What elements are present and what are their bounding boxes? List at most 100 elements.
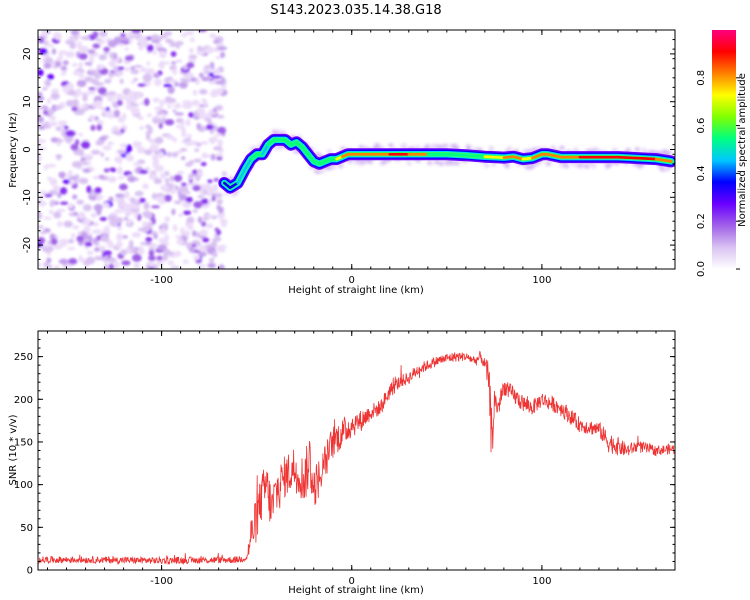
noise-blob [180,33,187,38]
noise-blob [157,244,167,251]
noise-blob [76,235,84,242]
noise-blob [85,256,95,265]
noise-blob [201,76,210,82]
noise-blob [125,153,132,161]
noise-blob [172,137,178,143]
noise-blob [209,257,215,263]
noise-blob [122,112,127,121]
noise-blob [42,40,50,45]
noise-blob [193,158,202,163]
noise-blob [50,88,60,93]
noise-blob [218,264,225,269]
noise-blob [122,37,130,42]
noise-blob [187,173,194,181]
noise-blob [76,41,82,50]
noise-blob [109,51,115,59]
noise-blob [115,209,122,213]
noise-blob [90,124,96,131]
noise-blob [82,94,88,102]
halo-blob [233,191,239,196]
noise-blob [107,94,115,102]
noise-blob [130,107,140,116]
noise-blob [126,144,133,153]
noise-blob [179,227,185,235]
noise-blob [195,232,201,238]
noise-blob [38,69,44,77]
ridge-core-segment [236,167,247,185]
noise-blob [95,241,100,247]
noise-blob [71,161,82,168]
noise-blob [49,178,58,186]
snr-ytick-label: 150 [14,437,33,448]
noise-blob [172,109,177,113]
noise-blob [153,178,163,185]
noise-blob [112,125,120,132]
noise-blob [207,118,212,125]
noise-blob [147,126,153,135]
noise-blob [53,265,60,269]
noise-blob [72,225,80,230]
noise-blob [48,121,58,127]
noise-blob [159,172,167,179]
noise-region [38,30,228,269]
noise-blob [188,47,194,54]
noise-blob [210,153,216,161]
spectrogram-xlabel: Height of straight line (km) [288,285,424,296]
noise-blob [99,30,108,38]
noise-blob [78,148,85,157]
noise-blob [38,190,48,195]
noise-blob [121,260,131,266]
noise-blob [217,139,223,147]
noise-blob [38,106,44,111]
noise-blob [197,171,204,176]
noise-blob [151,218,156,225]
noise-blob [145,237,153,242]
noise-blob [154,106,164,112]
noise-blob [56,208,66,213]
ridge-core-segment [445,152,468,157]
noise-blob [68,202,74,210]
noise-blob [90,212,98,218]
noise-blob [178,193,187,201]
noise-blob [78,53,88,60]
noise-blob [185,118,191,127]
noise-blob [211,196,216,202]
noise-blob [103,46,110,52]
noise-blob [198,113,207,120]
noise-blob [151,40,161,44]
noise-blob [124,55,134,62]
noise-blob [149,261,154,268]
spectrogram-heatmap [38,30,675,269]
noise-blob [48,209,54,215]
halo-blob [454,161,460,166]
noise-blob [167,97,177,104]
halo-blob [559,145,565,150]
halo-blob [367,159,373,164]
noise-blob [137,227,147,232]
noise-blob [76,199,84,205]
noise-blob [78,61,83,70]
noise-blob [182,259,189,264]
noise-blob [120,128,125,134]
halo-blob [402,143,408,148]
noise-blob [180,120,186,126]
noise-blob [38,225,44,229]
noise-blob [124,190,130,199]
spectrogram-ylabel: Frequency (Hz) [8,112,19,188]
snr-xtick-label: -100 [150,576,173,587]
noise-blob [76,79,87,88]
ridge-core-segment [228,181,239,190]
ridge-core-segment [654,157,673,163]
noise-blob [65,99,76,107]
noise-blob [88,114,95,122]
halo-blob [504,164,510,169]
noise-blob [100,152,105,158]
ridge-core-segment [616,155,639,160]
noise-blob [199,141,209,145]
noise-blob [130,208,140,213]
noise-blob [145,81,151,86]
noise-blob [133,77,139,82]
noise-blob [188,112,194,118]
noise-blob [182,79,191,83]
